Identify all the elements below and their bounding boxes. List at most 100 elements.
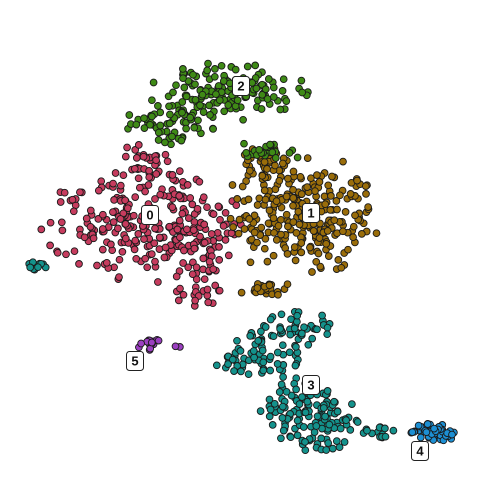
point-cluster-3	[237, 367, 245, 376]
point-cluster-4	[414, 421, 423, 430]
point-cluster-0	[199, 193, 208, 202]
point-cluster-0	[116, 215, 125, 223]
point-cluster-2	[191, 95, 200, 104]
point-cluster-2	[165, 102, 173, 111]
point-cluster-0	[141, 187, 149, 196]
point-cluster-3	[26, 263, 35, 272]
point-cluster-2	[252, 84, 261, 93]
point-cluster-5	[154, 336, 163, 345]
point-cluster-1	[260, 158, 269, 166]
cluster-2-points	[124, 59, 312, 162]
point-cluster-0	[145, 166, 153, 175]
point-cluster-0	[58, 226, 67, 235]
point-cluster-1	[250, 211, 259, 220]
point-cluster-1	[307, 174, 315, 183]
point-cluster-3	[333, 407, 342, 416]
point-cluster-0	[179, 259, 187, 267]
point-cluster-0	[86, 206, 95, 215]
point-cluster-3	[265, 412, 274, 421]
point-cluster-1	[278, 159, 287, 168]
cluster-label-box	[141, 205, 159, 225]
point-cluster-0	[110, 196, 118, 204]
point-cluster-0	[75, 260, 83, 268]
point-cluster-0	[53, 248, 62, 257]
point-cluster-1	[349, 222, 358, 231]
point-cluster-2	[169, 88, 177, 97]
point-cluster-3	[279, 373, 287, 381]
point-cluster-0	[156, 190, 165, 199]
point-cluster-2	[215, 96, 224, 105]
point-cluster-1	[263, 165, 271, 173]
point-cluster-0	[56, 198, 65, 206]
point-cluster-1	[226, 214, 235, 223]
point-cluster-2	[278, 87, 287, 95]
point-cluster-1	[344, 245, 352, 254]
point-cluster-1	[353, 176, 361, 185]
point-cluster-0	[152, 156, 160, 165]
point-cluster-1	[326, 206, 335, 214]
point-cluster-0	[179, 290, 188, 299]
point-cluster-1	[235, 215, 244, 224]
point-cluster-3	[34, 263, 42, 272]
point-cluster-3	[244, 370, 253, 379]
point-cluster-3	[323, 387, 332, 395]
point-cluster-2	[231, 65, 240, 74]
point-cluster-2	[178, 108, 186, 117]
point-cluster-0	[168, 203, 177, 212]
point-cluster-2	[217, 61, 226, 70]
point-cluster-1	[294, 207, 303, 216]
point-cluster-2	[168, 132, 176, 141]
point-cluster-1	[322, 239, 331, 248]
point-cluster-0	[183, 181, 192, 189]
point-cluster-0	[94, 186, 103, 195]
point-cluster-1	[324, 252, 333, 260]
point-cluster-2	[154, 102, 162, 110]
point-cluster-0	[176, 284, 184, 293]
point-cluster-3	[293, 416, 302, 425]
point-cluster-2	[269, 93, 278, 101]
point-cluster-0	[221, 236, 230, 244]
point-cluster-0	[192, 275, 201, 284]
point-cluster-3	[268, 421, 277, 429]
cluster-label-box	[232, 76, 250, 96]
point-cluster-3	[292, 385, 300, 394]
point-cluster-1	[228, 181, 237, 189]
point-cluster-2	[186, 113, 195, 122]
point-cluster-2	[240, 139, 248, 148]
point-cluster-0	[46, 218, 55, 227]
point-cluster-1	[240, 225, 249, 233]
point-cluster-0	[134, 141, 143, 149]
point-cluster-0	[173, 225, 182, 234]
point-cluster-2	[298, 88, 307, 97]
point-cluster-3	[301, 408, 310, 417]
point-cluster-0	[123, 143, 131, 152]
point-cluster-0	[116, 181, 125, 190]
point-cluster-2	[132, 120, 141, 129]
point-cluster-2	[257, 105, 266, 113]
point-cluster-3	[312, 422, 321, 430]
point-cluster-3	[319, 404, 328, 412]
point-cluster-2	[180, 83, 189, 92]
point-cluster-2	[204, 59, 212, 68]
point-cluster-0	[141, 254, 150, 263]
point-cluster-1	[337, 263, 346, 272]
points-layer	[25, 59, 458, 455]
point-cluster-3	[346, 426, 355, 434]
cluster-label-text: 5	[131, 354, 138, 369]
point-cluster-3	[328, 444, 337, 453]
point-cluster-2	[149, 78, 158, 87]
point-cluster-3	[318, 311, 326, 320]
point-cluster-2	[264, 75, 273, 83]
point-cluster-5	[147, 338, 156, 347]
point-cluster-2	[269, 83, 278, 92]
point-cluster-0	[130, 245, 139, 254]
point-cluster-3	[224, 360, 232, 368]
point-cluster-0	[200, 238, 209, 247]
point-cluster-2	[198, 90, 207, 99]
point-cluster-1	[282, 210, 291, 219]
point-cluster-0	[207, 230, 216, 238]
point-cluster-2	[161, 138, 169, 147]
point-cluster-1	[297, 239, 306, 247]
point-cluster-3	[277, 434, 285, 443]
point-cluster-0	[193, 204, 202, 213]
